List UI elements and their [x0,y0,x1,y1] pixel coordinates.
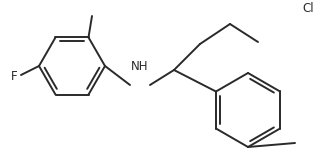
Text: Cl: Cl [302,2,314,16]
Text: NH: NH [131,60,149,74]
Text: F: F [11,71,17,83]
